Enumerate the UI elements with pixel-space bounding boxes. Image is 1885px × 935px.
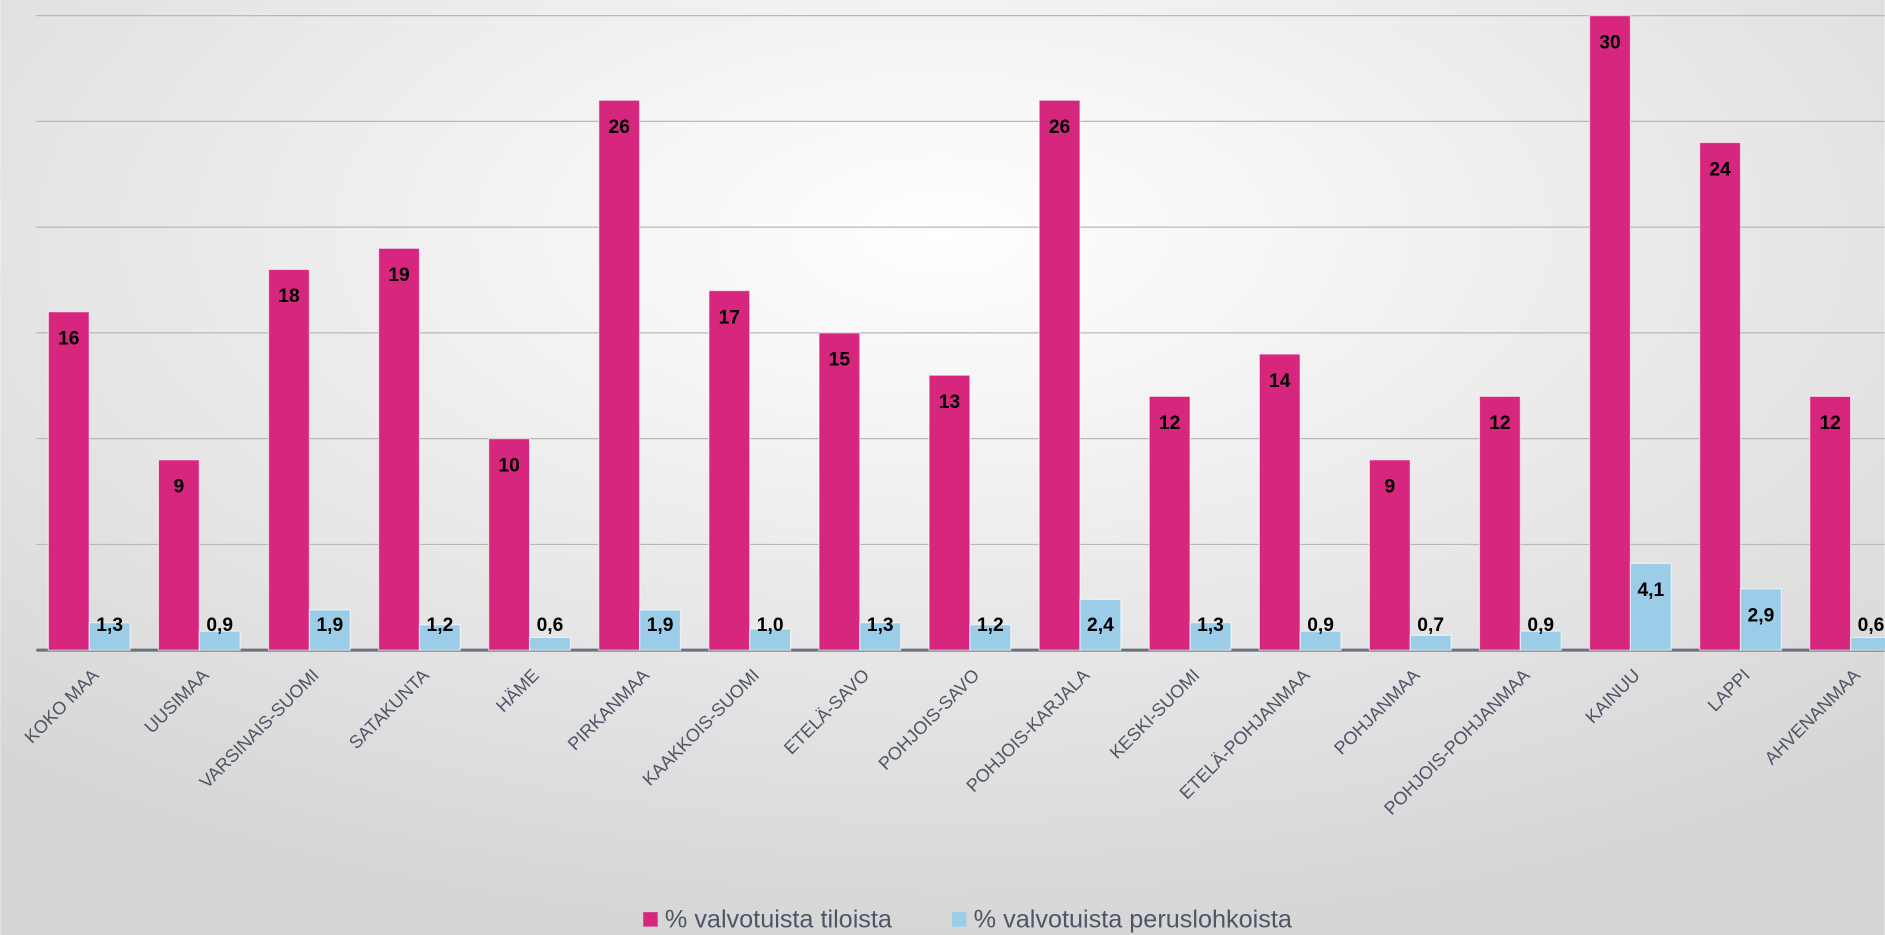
data-label: 4,1	[1637, 580, 1664, 601]
data-label: 0,6	[1858, 615, 1885, 636]
bar	[859, 622, 902, 651]
bar	[47, 311, 90, 651]
data-label: 1,0	[757, 615, 784, 636]
data-label: 0,7	[1417, 615, 1444, 636]
data-label: 9	[1384, 477, 1395, 498]
data-label: 12	[1819, 413, 1840, 434]
data-label: 1,3	[1197, 615, 1224, 636]
bar	[1258, 353, 1301, 651]
bar	[1409, 634, 1452, 651]
data-label: 14	[1269, 371, 1291, 392]
data-label: 13	[939, 392, 960, 413]
data-label: 9	[174, 477, 185, 498]
data-label: 26	[1049, 117, 1070, 138]
bar	[1699, 141, 1742, 651]
data-label: 0,9	[1527, 615, 1554, 636]
data-label: 12	[1159, 413, 1180, 434]
bar	[378, 247, 421, 651]
data-label: 1,3	[867, 615, 894, 636]
data-label: 10	[498, 455, 519, 476]
legend-swatch	[952, 912, 967, 927]
data-label: 1,2	[427, 615, 454, 636]
legend-label: % valvotuista peruslohkoista	[974, 905, 1293, 933]
bar	[1079, 598, 1122, 651]
legend-swatch	[643, 912, 658, 927]
data-label: 1,9	[647, 615, 674, 636]
bar	[528, 636, 572, 651]
data-label: 24	[1709, 159, 1731, 180]
data-label: 30	[1599, 32, 1620, 53]
bar	[1739, 588, 1782, 651]
legend-label: % valvotuista tiloista	[665, 905, 893, 933]
bar	[418, 624, 461, 651]
bar	[1038, 99, 1081, 651]
bar	[488, 438, 531, 651]
bar	[157, 459, 200, 651]
data-label: 17	[719, 307, 740, 328]
bar	[598, 99, 641, 651]
data-label: 26	[609, 117, 630, 138]
data-label: 0,9	[206, 615, 233, 636]
data-label: 2,9	[1748, 606, 1775, 627]
bar	[1849, 636, 1885, 651]
bar	[749, 628, 792, 651]
data-label: 18	[278, 286, 300, 307]
bar	[969, 624, 1012, 651]
data-label: 19	[388, 265, 409, 286]
bar	[708, 289, 751, 651]
bar	[1189, 622, 1232, 651]
bar	[1809, 395, 1852, 651]
bar	[1519, 630, 1562, 651]
bar	[928, 374, 971, 651]
data-label: 2,4	[1087, 615, 1114, 636]
bar	[267, 268, 310, 651]
bar	[639, 609, 682, 651]
bar	[1478, 395, 1521, 651]
data-label: 1,2	[977, 615, 1004, 636]
data-label: 16	[58, 328, 79, 349]
bar	[1148, 395, 1191, 651]
bar	[1588, 15, 1632, 651]
bar	[1368, 459, 1411, 651]
data-label: 0,9	[1307, 615, 1334, 636]
bar	[818, 332, 861, 651]
bar	[88, 622, 131, 651]
bar	[308, 609, 351, 651]
bar	[198, 630, 241, 651]
data-label: 0,6	[537, 615, 564, 636]
data-label: 12	[1489, 413, 1510, 434]
bar	[1629, 562, 1672, 651]
data-label: 1,9	[316, 615, 343, 636]
bar	[1299, 630, 1342, 651]
data-label: 1,3	[96, 615, 123, 636]
data-label: 15	[829, 350, 851, 371]
